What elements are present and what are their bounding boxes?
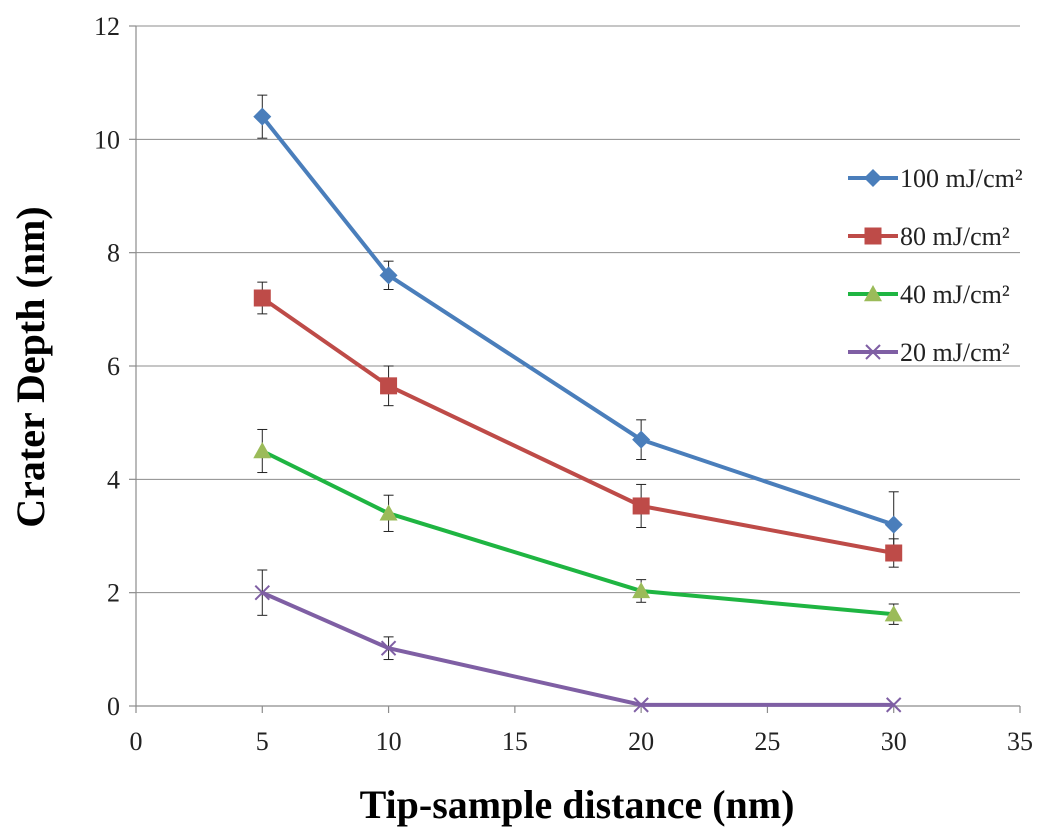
series-line — [261, 590, 894, 707]
data-point — [379, 504, 398, 521]
x-tick-label: 5 — [256, 727, 269, 756]
data-point — [379, 266, 398, 285]
data-point — [380, 377, 398, 395]
error-bars — [257, 94, 899, 661]
x-tick-label: 10 — [376, 727, 402, 756]
data-point — [886, 697, 902, 713]
y-tick-label: 8 — [107, 239, 120, 268]
series-markers — [253, 107, 903, 713]
data-point — [632, 430, 651, 449]
legend-entry: 40 mJ/cm² — [848, 280, 1010, 309]
data-point — [884, 605, 903, 622]
y-tick-labels: 0 2 4 6 8 10 12 — [94, 12, 120, 721]
y-axis-title: Crater Depth (nm) — [8, 206, 53, 527]
legend-entry: 100 mJ/cm² — [848, 164, 1023, 193]
data-point — [632, 581, 651, 599]
x-tick-label: 20 — [628, 727, 654, 756]
x-tick-labels: 0 5 10 15 20 25 30 35 — [130, 727, 1034, 756]
data-point — [253, 289, 271, 307]
legend-marker — [864, 169, 882, 187]
series-line — [261, 449, 894, 617]
x-tick-label: 25 — [754, 727, 780, 756]
legend-marker — [864, 227, 882, 245]
series-line — [260, 115, 895, 527]
legend-label: 80 mJ/cm² — [900, 222, 1010, 251]
x-axis-title: Tip-sample distance (nm) — [360, 782, 795, 827]
legend-label: 100 mJ/cm² — [900, 164, 1023, 193]
y-tick-label: 10 — [94, 125, 120, 154]
legend: 100 mJ/cm² 80 mJ/cm² 40 mJ/cm² 20 mJ/cm² — [848, 164, 1023, 367]
data-point — [884, 515, 903, 534]
data-point — [885, 544, 903, 562]
x-tick-label: 35 — [1007, 727, 1033, 756]
legend-marker — [864, 285, 882, 302]
y-tick-label: 6 — [107, 352, 120, 381]
legend-entry: 80 mJ/cm² — [848, 222, 1010, 251]
data-point — [632, 497, 650, 515]
y-tick-label: 4 — [107, 465, 120, 494]
y-tick-label: 0 — [107, 692, 120, 721]
gridlines — [136, 25, 1020, 594]
legend-label: 40 mJ/cm² — [900, 280, 1010, 309]
x-tick-label: 30 — [881, 727, 907, 756]
legend-marker — [865, 344, 881, 360]
data-point — [254, 584, 270, 601]
legend-label: 20 mJ/cm² — [900, 338, 1010, 367]
x-tick-label: 0 — [130, 727, 143, 756]
series-line — [261, 296, 895, 555]
legend-entry: 20 mJ/cm² — [848, 338, 1010, 367]
series-lines — [260, 115, 895, 707]
x-tick-label: 15 — [502, 727, 528, 756]
data-point — [380, 640, 397, 656]
data-point — [253, 442, 272, 459]
data-point — [253, 107, 272, 126]
y-tick-label: 2 — [107, 579, 120, 608]
y-tick-label: 12 — [94, 12, 120, 41]
data-point — [633, 697, 649, 713]
